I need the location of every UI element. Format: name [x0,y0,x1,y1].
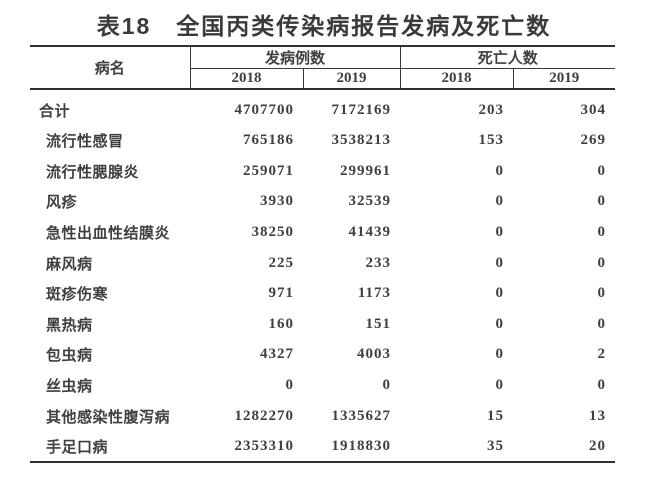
cases-2019-cell: 41439 [348,224,392,241]
table-row: 麻风病 225 233 0 0 [30,248,615,279]
table-row: 流行性感冒 765186 3538213 153 269 [30,126,615,157]
col-header-deaths-2019: 2019 [549,69,580,86]
disease-name-cell: 丝虫病 [46,379,93,396]
cases-2018-cell: 160 [268,315,294,332]
deaths-2019-cell: 20 [589,437,607,454]
deaths-2018-cell: 0 [495,224,505,241]
cases-2018-cell: 4707700 [234,101,294,118]
table-row-total: 合计 4707700 7172169 203 304 [30,89,615,126]
deaths-2018-cell: 0 [495,377,505,394]
col-header-cases-2019: 2019 [303,68,401,89]
cases-2019-cell: 1335627 [331,407,392,424]
deaths-2018-cell: 0 [495,346,505,363]
cases-2018-cell: 38250 [251,224,294,241]
cases-2019-cell: 7172169 [331,101,392,118]
deaths-2018-cell: 0 [495,285,505,302]
disease-name-cell: 流行性腮腺炎 [46,164,140,181]
disease-name-cell: 急性出血性结膜炎 [46,226,171,243]
disease-name-cell: 风疹 [46,195,78,212]
cases-2019-cell: 0 [382,377,392,394]
cases-2018-cell: 1282270 [234,407,294,424]
table-row: 其他感染性腹泻病 1282270 1335627 15 13 [30,401,615,432]
deaths-2019-cell: 2 [597,346,607,363]
table-row: 黑热病 160 151 0 0 [30,309,615,340]
cases-2018-cell: 971 [268,285,294,302]
col-group-cases: 发病例数 [190,46,401,69]
cases-2019-cell: 3538213 [331,132,392,149]
table-header: 病名 发病例数 死亡人数 2018 2019 2018 2019 [30,46,616,89]
cases-2019-cell: 151 [365,315,392,332]
cases-2018-cell: 4327 [260,346,294,363]
deaths-2019-cell: 0 [597,193,607,210]
deaths-2019-cell: 0 [597,285,607,302]
table-row: 包虫病 4327 4003 0 2 [30,340,615,371]
statistics-table: 病名 发病例数 死亡人数 2018 2019 2018 2019 合计 4707… [30,45,616,464]
disease-name-cell: 麻风病 [46,256,93,273]
deaths-2018-cell: 203 [478,101,505,118]
table-row: 手足口病 2353310 1918830 35 20 [30,431,615,462]
deaths-2018-cell: 0 [495,315,505,332]
cases-2018-cell: 765186 [243,132,294,149]
deaths-2019-cell: 0 [597,254,607,271]
disease-name-cell: 流行性感冒 [46,134,124,151]
table-row: 斑疹伤寒 971 1173 0 0 [30,278,615,309]
col-header-disease: 病名 [30,46,191,89]
table-body: 合计 4707700 7172169 203 304 流行性感冒 765186 … [30,89,615,463]
deaths-2019-cell: 269 [580,132,607,149]
cases-2018-cell: 2353310 [234,437,294,454]
cases-2019-cell: 32539 [348,193,392,210]
deaths-2019-cell: 13 [589,407,607,424]
col-header-cases-2018: 2018 [190,68,304,89]
deaths-2019-cell: 0 [597,224,607,241]
table-title: 表18 全国丙类传染病报告发病及死亡数 [96,13,552,39]
table-row: 流行性腮腺炎 259071 299961 0 0 [30,156,615,187]
cases-2019-cell: 1918830 [331,437,392,454]
col-header-deaths-2018: 2018 [400,68,514,89]
disease-name-cell: 包虫病 [46,348,93,365]
disease-name-cell: 其他感染性腹泻病 [46,409,171,426]
cases-2018-cell: 225 [268,254,294,271]
deaths-2018-cell: 0 [495,254,505,271]
cases-2018-cell: 3930 [260,193,294,210]
header-year-row: 2018 2019 2018 2019 [30,68,615,89]
cases-2019-cell: 233 [365,254,392,271]
header-group-row: 病名 发病例数 死亡人数 [30,46,616,89]
deaths-2018-cell: 0 [495,193,505,210]
deaths-2018-cell: 153 [478,132,505,149]
cases-2018-cell: 0 [285,377,294,394]
deaths-2019-cell: 304 [580,101,607,118]
disease-name-cell: 斑疹伤寒 [46,287,109,304]
deaths-2018-cell: 35 [487,437,505,454]
cases-2019-cell: 1173 [357,285,392,302]
table-row: 急性出血性结膜炎 38250 41439 0 0 [30,217,615,248]
deaths-2018-cell: 0 [495,162,505,179]
table-row: 丝虫病 0 0 0 0 [30,370,615,401]
deaths-2019-cell: 0 [597,377,607,394]
disease-name-cell: 黑热病 [46,317,93,334]
disease-name-cell: 手足口病 [46,439,109,456]
cases-2018-cell: 259071 [243,162,294,179]
cases-2019-cell: 299961 [340,162,392,179]
deaths-2019-cell: 0 [597,315,607,332]
deaths-2018-cell: 15 [487,407,505,424]
table-row: 风疹 3930 32539 0 0 [30,187,615,218]
deaths-2019-cell: 0 [597,162,607,179]
col-group-deaths: 死亡人数 [400,46,616,69]
disease-name-cell: 合计 [39,103,71,120]
cases-2019-cell: 4003 [357,346,392,363]
